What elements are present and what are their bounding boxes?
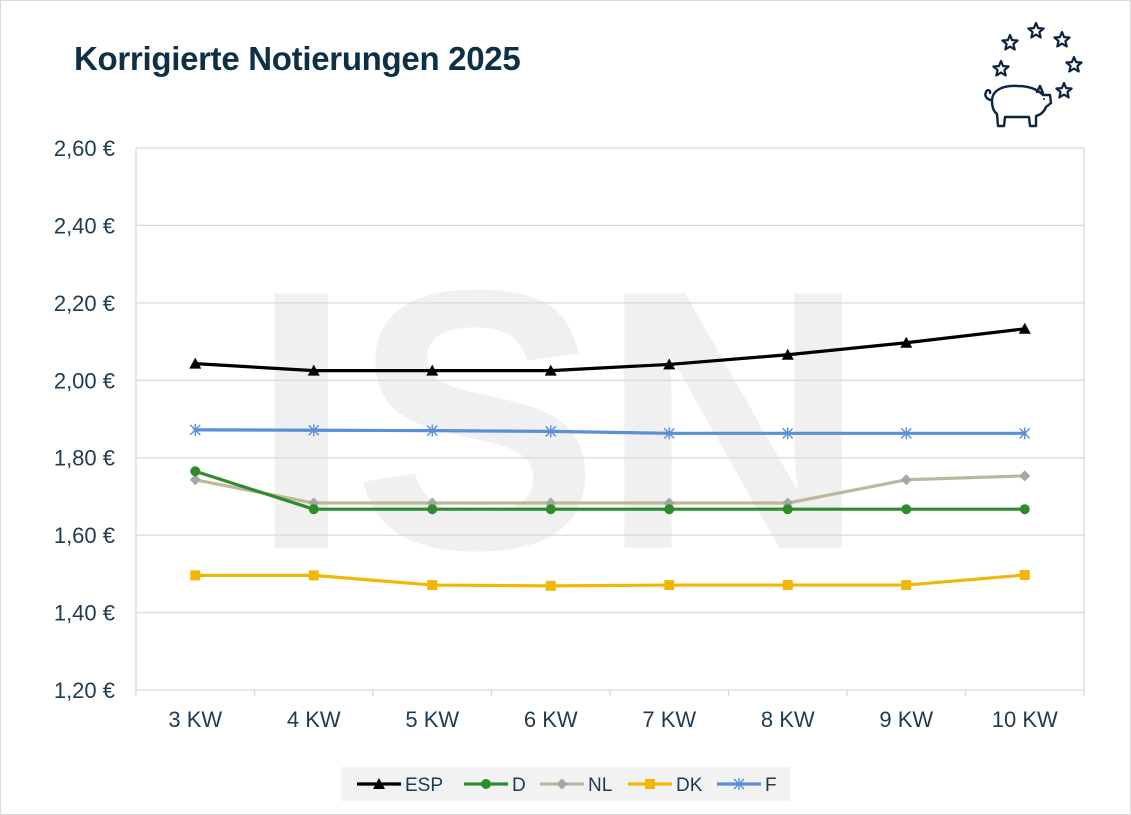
data-point-dk xyxy=(782,580,793,591)
data-point-dk xyxy=(190,570,201,581)
x-tick-label: 10 KW xyxy=(992,707,1058,732)
legend: ESP D NL DK F xyxy=(341,767,790,801)
data-point-nl xyxy=(1019,470,1031,482)
legend-label: D xyxy=(512,775,526,796)
star-icon xyxy=(1027,21,1045,39)
gridlines xyxy=(135,147,1085,696)
x-tick-label: 3 KW xyxy=(168,707,222,732)
legend-item-nl: NL xyxy=(540,775,612,796)
pig-icon xyxy=(984,84,1053,128)
chart-title: Korrigierte Notierungen 2025 xyxy=(74,40,521,77)
pig-eye xyxy=(1043,98,1045,100)
data-point-nl xyxy=(189,474,201,486)
legend-label: F xyxy=(765,775,777,796)
series-line-d xyxy=(193,469,1027,511)
star-icon xyxy=(1001,33,1019,51)
y-tick-label: 2,20 € xyxy=(54,291,115,316)
star-icon xyxy=(1065,55,1083,73)
legend-label: ESP xyxy=(405,775,443,796)
data-point-esp xyxy=(189,357,202,369)
data-point-dk xyxy=(901,580,912,591)
data-point-esp xyxy=(900,336,913,348)
data-point-dk xyxy=(427,580,438,591)
data-point-esp xyxy=(663,358,676,370)
legend-label: DK xyxy=(676,775,703,796)
x-tick-label: 5 KW xyxy=(405,707,459,732)
y-tick-label: 1,80 € xyxy=(54,446,115,471)
data-point-d xyxy=(782,504,793,515)
data-point-f xyxy=(663,427,675,440)
data-point-esp xyxy=(781,348,794,360)
x-tick-label: 6 KW xyxy=(524,707,578,732)
x-tick-label: 7 KW xyxy=(642,707,696,732)
series-f xyxy=(189,423,1031,440)
series-line-esp xyxy=(193,327,1027,373)
y-tick-label: 2,00 € xyxy=(54,368,115,393)
data-point-dk xyxy=(1019,570,1030,581)
y-tick-label: 2,40 € xyxy=(54,213,115,238)
legend-item-f: F xyxy=(717,775,777,796)
x-tick-label: 4 KW xyxy=(287,707,341,732)
legend-marker xyxy=(373,778,385,789)
data-point-f xyxy=(900,427,912,440)
data-point-esp xyxy=(544,364,557,376)
data-point-esp xyxy=(1018,322,1031,334)
data-point-dk xyxy=(664,580,675,591)
data-point-f xyxy=(782,427,794,440)
x-tick-label: 9 KW xyxy=(879,707,933,732)
data-point-dk xyxy=(545,580,556,591)
logo xyxy=(984,21,1083,128)
data-point-esp xyxy=(426,364,439,376)
legend-item-d: D xyxy=(464,775,526,796)
legend-marker xyxy=(733,778,745,790)
data-point-d xyxy=(545,504,556,515)
legend-label: NL xyxy=(588,775,612,796)
legend-marker xyxy=(556,778,568,790)
legend-item-dk: DK xyxy=(628,775,703,796)
data-point-d xyxy=(1019,504,1030,515)
data-point-d xyxy=(427,504,438,515)
data-point-d xyxy=(190,466,201,477)
star-icon xyxy=(1055,81,1073,99)
y-tick-label: 2,60 € xyxy=(54,136,115,161)
legend-item-esp: ESP xyxy=(357,775,443,796)
data-point-f xyxy=(426,424,438,437)
data-point-d xyxy=(664,504,675,515)
y-tick-label: 1,60 € xyxy=(54,523,115,548)
legend-marker xyxy=(481,779,491,789)
series-d xyxy=(190,466,1030,515)
watermark-text: ISN xyxy=(250,214,867,627)
data-point-f xyxy=(1019,427,1031,440)
series-esp xyxy=(189,322,1031,376)
data-point-f xyxy=(545,425,557,438)
star-icon xyxy=(1053,30,1071,48)
series-group xyxy=(189,322,1031,591)
x-tick-label: 8 KW xyxy=(761,707,815,732)
series-line-f xyxy=(193,428,1027,435)
x-axis-ticks: 3 KW 4 KW 5 KW 6 KW 7 KW 8 KW 9 KW 10 KW xyxy=(168,707,1058,732)
data-point-nl xyxy=(900,474,912,486)
y-tick-label: 1,20 € xyxy=(54,678,115,703)
data-point-d xyxy=(901,504,912,515)
y-axis-ticks: 1,20 € 1,40 € 1,60 € 1,80 € 2,00 € 2,20 € 2,40… xyxy=(54,136,115,703)
series-line-nl xyxy=(193,474,1027,505)
data-point-dk xyxy=(308,570,319,581)
star-icon xyxy=(992,59,1010,77)
isn-watermark: ISN xyxy=(250,214,867,627)
data-point-d xyxy=(308,504,319,515)
data-point-f xyxy=(189,423,201,436)
series-dk xyxy=(190,570,1030,591)
y-tick-label: 1,40 € xyxy=(54,601,115,626)
legend-marker xyxy=(645,779,655,789)
series-line-dk xyxy=(193,573,1027,588)
data-point-f xyxy=(308,424,320,437)
data-point-esp xyxy=(307,364,320,376)
